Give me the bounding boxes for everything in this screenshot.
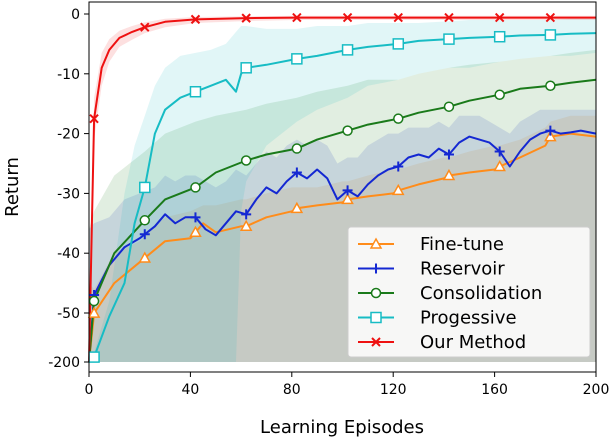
marker-our-method [444,12,454,23]
x-tick-label: 0 [85,382,94,398]
legend-label: Reservoir [420,259,505,280]
legend-item-our-method: Our Method [358,332,526,353]
marker-consolidation [88,295,100,307]
y-tick-label: -200 [48,355,80,371]
series-markers [87,12,557,363]
marker-reservoir [443,149,454,160]
marker-reservoir [139,229,150,240]
marker-our-method [393,12,403,23]
marker-fine-tune [493,159,506,172]
y-axis-ticks: 0 -10 -20 -30 -40 -50 -200 [48,7,89,371]
legend-item-progessive: Progessive [358,308,517,329]
legend-marker [369,237,383,249]
line-consolidation [88,78,597,363]
x-axis-title: Learning Episodes [260,417,424,438]
marker-reservoir [291,167,302,178]
marker-fine-tune [341,192,354,205]
marker-our-method [140,22,150,32]
marker-progessive [341,44,354,56]
x-tick-label: 40 [181,382,199,398]
marker-our-method [545,12,556,23]
marker-progessive [139,181,151,194]
marker-consolidation [545,80,556,92]
marker-our-method [241,13,251,23]
marker-consolidation [240,155,252,166]
x-tick-label: 80 [283,382,301,398]
plot-frame [88,1,597,373]
marker-progessive [443,33,455,45]
y-axis-title: Return [2,157,23,217]
marker-progessive [493,30,506,43]
marker-our-method [89,113,99,124]
marker-our-method [190,14,201,25]
x-tick-label: 160 [481,382,508,398]
y-tick-label: -40 [57,246,80,262]
legend-item-reservoir: Reservoir [358,259,505,280]
marker-our-method [494,12,505,23]
y-tick-label: -20 [57,127,80,143]
legend-marker [370,311,382,324]
legend-label: Progessive [420,308,517,329]
marker-progessive [88,351,100,363]
legend: Fine-tune Reservoir Consolidation Progessiv… [347,226,591,358]
marker-consolidation [494,89,505,100]
y-tick-label: 0 [71,7,80,23]
legend-label: Our Method [420,332,526,353]
marker-consolidation [291,143,303,154]
x-axis-ticks: 0 40 80 120 160 200 [85,372,610,398]
y-tick-label: -10 [57,67,80,83]
x-tick-label: 200 [583,382,610,398]
marker-consolidation [190,182,201,193]
y-tick-label: -30 [57,186,80,202]
marker-fine-tune [442,168,456,181]
legend-item-fine-tune: Fine-tune [358,234,504,255]
marker-reservoir [393,161,404,172]
legend-marker [370,287,382,299]
marker-reservoir [494,146,505,157]
marker-our-method [292,12,302,23]
marker-fine-tune [290,201,304,214]
marker-consolidation [342,125,353,136]
marker-reservoir [342,185,353,196]
legend-item-consolidation: Consolidation [358,283,542,304]
marker-progessive [392,38,405,50]
marker-consolidation [393,113,404,124]
marker-fine-tune [189,225,202,238]
marker-progessive [291,53,303,65]
legend-label: Consolidation [420,283,542,304]
band-progessive [89,18,596,363]
marker-fine-tune [544,130,557,142]
x-tick-label: 120 [380,382,407,398]
legend-marker [371,337,381,347]
marker-fine-tune [391,183,405,196]
marker-progessive [189,85,202,98]
marker-reservoir [190,212,201,223]
legend-box [347,226,591,358]
marker-progessive [240,62,252,74]
legend-marker [371,263,381,274]
marker-consolidation [443,101,455,112]
marker-fine-tune [239,219,253,232]
marker-consolidation [139,215,151,226]
y-tick-label: -50 [57,306,80,322]
marker-fine-tune [87,306,101,318]
marker-our-method [342,12,353,23]
marker-progessive [544,29,557,41]
marker-reservoir [545,125,556,136]
marker-reservoir [241,209,252,220]
legend-label: Fine-tune [420,234,504,255]
marker-fine-tune [138,251,152,263]
